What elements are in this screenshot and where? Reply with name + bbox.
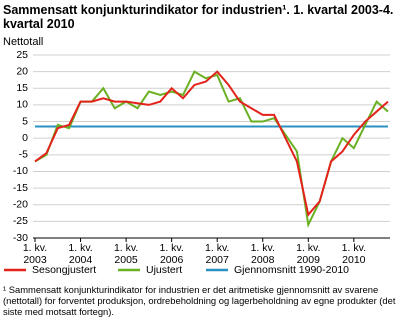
x-tick-label: 1. kv. 2004 xyxy=(68,242,93,266)
y-tick-label: -15 xyxy=(13,182,28,194)
chart-title: Sammensatt konjunkturindikator for indus… xyxy=(3,3,394,31)
y-tick-label: 0 xyxy=(22,132,28,144)
series-line xyxy=(34,70,389,228)
legend-label: Gjennomsnitt 1990-2010 xyxy=(234,264,349,276)
x-tick-label: 1. kv. 2005 xyxy=(113,242,139,266)
y-tick-label: 25 xyxy=(16,49,28,61)
x-tick-label: 1. kv. 2009 xyxy=(296,242,321,266)
y-tick-label: -30 xyxy=(13,232,28,244)
x-tick-label: 1. kv. 2006 xyxy=(159,242,184,266)
y-tick-label: -10 xyxy=(13,165,28,177)
y-tick-label: 15 xyxy=(16,82,28,94)
y-tick-label: 10 xyxy=(16,99,28,111)
y-tick-label: 20 xyxy=(16,65,28,77)
series-line xyxy=(34,70,389,217)
x-tick-label: 1. kv. 2010 xyxy=(341,242,366,266)
x-tick-label: 1. kv. 2008 xyxy=(250,242,275,266)
x-tick-label: 1. kv. 2007 xyxy=(205,242,230,266)
y-axis-label: Nettotall xyxy=(3,36,44,48)
y-tick-label: -25 xyxy=(13,215,28,227)
legend-label: Ujustert xyxy=(146,264,182,276)
legend-label: Sesongjustert xyxy=(32,264,96,276)
y-tick-label: 5 xyxy=(22,115,28,127)
footnote: ¹ Sammensatt konjunkturindikator for ind… xyxy=(3,284,396,317)
y-tick-label: -5 xyxy=(19,149,28,161)
x-tick-label: 1. kv. 2003 xyxy=(22,242,48,266)
y-tick-label: -20 xyxy=(13,199,28,211)
